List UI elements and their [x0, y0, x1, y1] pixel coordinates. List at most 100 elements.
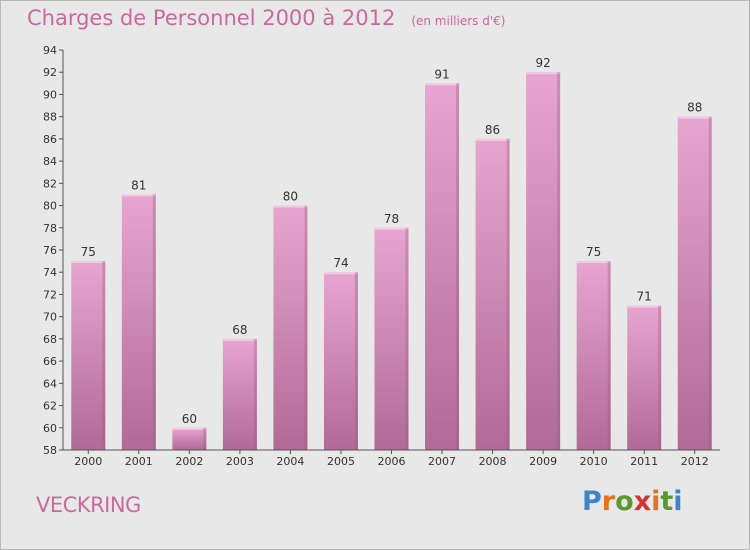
bar-2006	[374, 227, 409, 450]
bar-top-highlight	[222, 338, 257, 341]
y-tick-label: 92	[43, 66, 57, 79]
y-tick-label: 86	[43, 133, 57, 146]
bar-shadow-edge	[456, 83, 460, 450]
bar-shadow-edge	[557, 72, 561, 450]
data-label-2000: 75	[81, 245, 96, 259]
data-label-2007: 91	[434, 67, 449, 81]
logo-letter: o	[615, 486, 634, 517]
y-tick-label: 76	[43, 244, 57, 257]
bar-shadow-edge	[253, 338, 257, 450]
bar-top-highlight	[677, 116, 712, 119]
bar-2003	[222, 338, 257, 450]
bar-top-highlight	[627, 305, 662, 308]
bars: 75 81 60 68 80 74 78 91 86 92 75 71 88	[71, 56, 712, 451]
logo-letter: r	[601, 486, 616, 517]
bar-2012	[677, 116, 712, 451]
logo-letter: t	[660, 486, 674, 517]
x-tick-label-2008: 2008	[479, 455, 507, 468]
chart-unit: (en milliers d'€)	[411, 14, 506, 28]
y-tick-label: 78	[43, 222, 57, 235]
y-tick-label: 70	[43, 311, 57, 324]
chart-title: Charges de Personnel 2000 à 2012 (en mill…	[27, 6, 505, 30]
bar-2005	[323, 272, 358, 450]
x-tick-label-2002: 2002	[175, 455, 203, 468]
logo-letter: i	[673, 486, 683, 517]
y-tick-label: 80	[43, 200, 57, 213]
bar-2000	[71, 261, 106, 450]
bar-2009	[526, 72, 561, 450]
data-label-2003: 68	[232, 323, 247, 337]
data-label-2011: 71	[637, 290, 652, 304]
bar-top-highlight	[172, 427, 207, 430]
data-label-2008: 86	[485, 123, 500, 137]
y-axis: 58 60 62 64 66 68 70 72 74 76 78 80 82 84 86 88 90 92 94	[43, 44, 64, 457]
y-tick-label: 74	[43, 266, 57, 279]
y-tick-label: 60	[43, 422, 57, 435]
bar-top-highlight	[526, 72, 561, 75]
data-label-2010: 75	[586, 245, 601, 259]
bar-2011	[627, 305, 662, 450]
bar-top-highlight	[121, 194, 156, 197]
logo-letter: x	[633, 486, 652, 517]
bar-top-highlight	[425, 83, 460, 86]
x-tick-label-2007: 2007	[428, 455, 456, 468]
y-tick-label: 94	[43, 44, 57, 57]
bar-2001	[121, 194, 156, 450]
x-tick-label-2010: 2010	[580, 455, 608, 468]
bar-shadow-edge	[708, 116, 712, 451]
logo-letter: i	[651, 486, 661, 517]
bar-2008	[475, 138, 510, 450]
y-tick-label: 64	[43, 377, 57, 390]
data-label-2002: 60	[182, 412, 197, 426]
chart-title-text: Charges de Personnel 2000 à 2012	[27, 6, 396, 30]
x-axis: 2000 2001 2002 2003 2004 2005 2006 2007 2008 2009…	[63, 449, 720, 468]
bar-shadow-edge	[102, 261, 106, 450]
x-tick-label-2009: 2009	[529, 455, 557, 468]
bar-shadow-edge	[506, 138, 510, 450]
bar-top-highlight	[323, 272, 358, 275]
y-tick-label: 88	[43, 111, 57, 124]
bar-shadow-edge	[304, 205, 308, 450]
y-tick-label: 84	[43, 155, 57, 168]
proxiti-logo: Proxiti	[582, 486, 683, 517]
y-tick-label: 66	[43, 355, 57, 368]
y-tick-label: 82	[43, 177, 57, 190]
x-tick-label-2003: 2003	[226, 455, 254, 468]
bar-top-highlight	[273, 205, 308, 208]
data-label-2012: 88	[687, 101, 702, 115]
bar-shadow-edge	[607, 261, 611, 450]
x-tick-label-2011: 2011	[630, 455, 658, 468]
bar-2010	[576, 261, 611, 450]
commune-name: VECKRING	[36, 493, 141, 517]
y-tick-label: 68	[43, 333, 57, 346]
bar-top-highlight	[475, 138, 510, 141]
x-tick-label-2001: 2001	[125, 455, 153, 468]
x-tick-label-2004: 2004	[276, 455, 304, 468]
bar-top-highlight	[374, 227, 409, 230]
data-label-2004: 80	[283, 190, 298, 204]
x-tick-label-2000: 2000	[74, 455, 102, 468]
x-tick-label-2006: 2006	[378, 455, 406, 468]
data-label-2006: 78	[384, 212, 399, 226]
bar-shadow-edge	[354, 272, 358, 450]
bar-shadow-edge	[405, 227, 409, 450]
bar-top-highlight	[576, 261, 611, 264]
bar-shadow-edge	[658, 305, 662, 450]
data-label-2009: 92	[535, 56, 550, 70]
x-tick-label-2012: 2012	[681, 455, 709, 468]
bar-2007	[425, 83, 460, 450]
x-tick-label-2005: 2005	[327, 455, 355, 468]
bar-shadow-edge	[152, 194, 156, 450]
bar-2004	[273, 205, 308, 450]
bar-shadow-edge	[203, 427, 207, 450]
logo-letter: P	[582, 486, 602, 517]
bar-2002	[172, 427, 207, 450]
bar-top-highlight	[71, 261, 106, 264]
y-tick-label: 72	[43, 288, 57, 301]
y-tick-label: 62	[43, 400, 57, 413]
data-label-2005: 74	[333, 256, 348, 270]
data-label-2001: 81	[131, 178, 146, 192]
y-tick-label: 58	[43, 444, 57, 457]
y-tick-label: 90	[43, 88, 57, 101]
